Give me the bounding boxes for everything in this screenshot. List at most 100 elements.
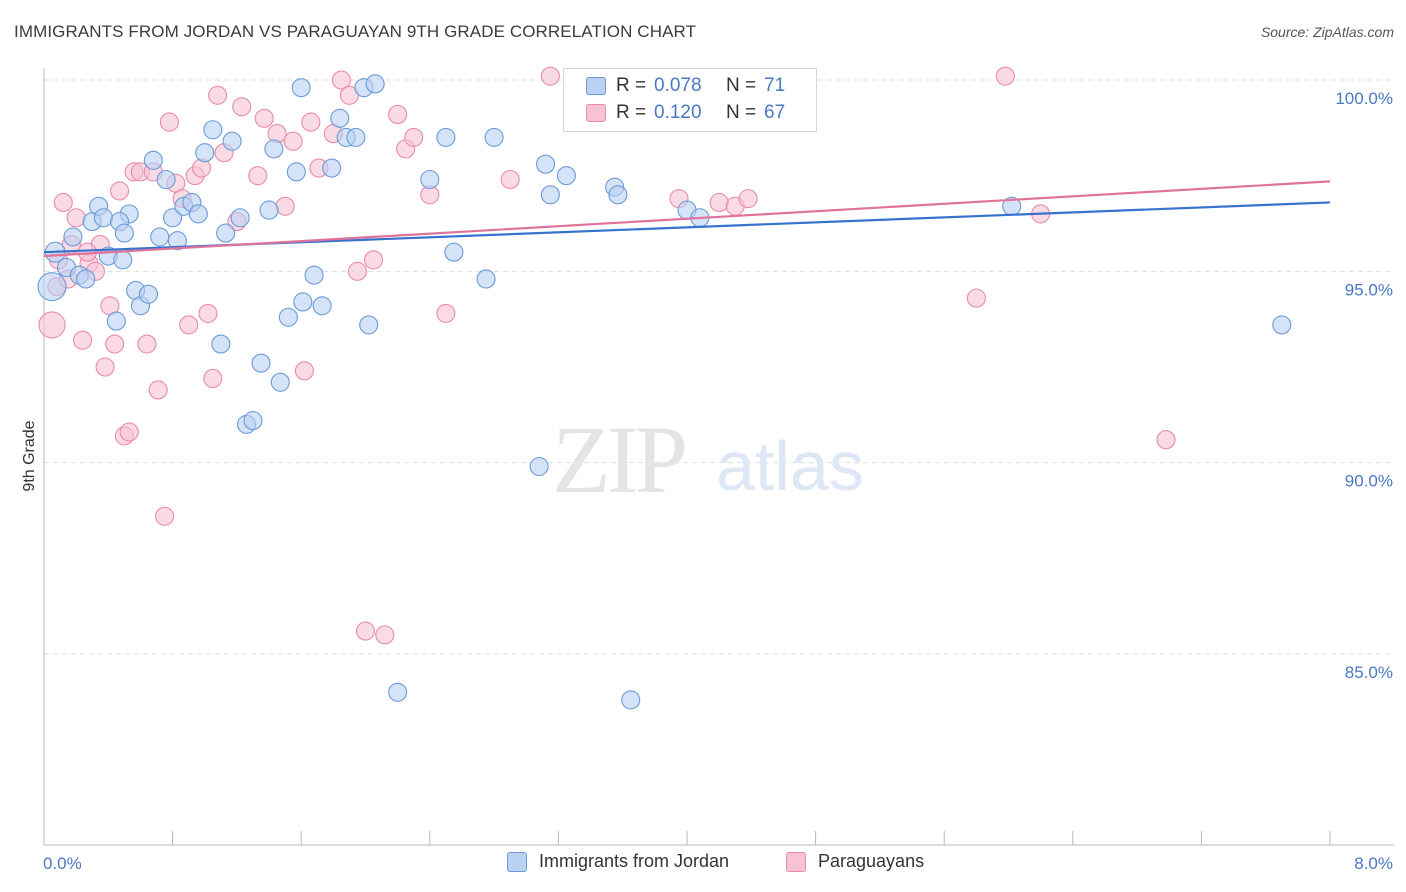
jordan-point	[114, 223, 134, 243]
legend-r-label: R =	[616, 102, 647, 123]
paraguayan-point	[137, 334, 157, 354]
axis-layer	[43, 68, 1394, 846]
y-tick-label: 95.0%	[1345, 280, 1393, 299]
jordan-point	[222, 131, 242, 151]
paraguayan-point	[275, 196, 295, 216]
jordan-point	[63, 227, 83, 247]
jordan-point	[264, 139, 284, 159]
paraguayan-point	[254, 108, 274, 128]
y-tick-label: 85.0%	[1345, 663, 1393, 682]
paraguayan-point	[500, 169, 520, 190]
jordan-point	[346, 127, 366, 147]
jordan-point	[243, 411, 263, 431]
legend-r-label: R =	[616, 75, 647, 96]
jordan-point	[163, 208, 183, 228]
legend-r-value: 0.078	[654, 75, 702, 96]
trend-line-paraguayans	[43, 180, 1331, 258]
paraguayan-point	[436, 303, 456, 323]
legend-item-paraguayans[interactable]: Paraguayans	[786, 851, 924, 872]
jordan-point	[216, 223, 236, 243]
paraguayan-point	[119, 422, 139, 442]
jordan-point	[444, 242, 464, 262]
jordan-point	[230, 208, 250, 228]
jordan-point	[188, 204, 208, 224]
correlation-legend: R = 0.078 N = 71 R = 0.120 N = 67	[563, 68, 817, 132]
chart-source: Source: ZipAtlas.com	[1260, 24, 1394, 40]
paraguayan-point	[294, 361, 314, 381]
paraguayan-point	[709, 192, 729, 213]
legend-r-value: 0.120	[654, 102, 702, 123]
jordan-point	[93, 208, 114, 228]
jordan-point	[76, 269, 96, 289]
paraguayan-point	[355, 621, 376, 641]
jordan-point	[259, 200, 279, 220]
jordan-point	[535, 154, 556, 174]
series-immigrants-from-jordan	[37, 70, 1292, 710]
tick-label-layer: 85.0% 90.0% 95.0% 100.0% 0.0% 8.0%	[43, 89, 1393, 873]
paraguayan-point	[404, 127, 424, 147]
legend-label-jordan: Immigrants from Jordan	[539, 851, 730, 871]
paraguayan-point	[540, 66, 560, 86]
jordan-point	[621, 690, 641, 710]
legend-row-jordan: R = 0.078 N = 71	[586, 73, 785, 99]
jordan-point	[167, 231, 187, 251]
legend-n-value: 67	[764, 102, 786, 123]
y-tick-label: 100.0%	[1335, 89, 1393, 108]
jordan-point	[278, 307, 298, 327]
grid-layer	[44, 79, 1394, 655]
jordan-point	[270, 372, 290, 392]
y-tick-label: 90.0%	[1345, 472, 1393, 491]
paraguayan-point	[995, 66, 1015, 86]
watermark-atlas: atlas	[716, 427, 864, 505]
legend-item-jordan[interactable]: Immigrants from Jordan	[507, 851, 729, 872]
paraguayan-point	[105, 334, 125, 354]
paraguayan-point	[375, 625, 395, 645]
jordan-point	[608, 185, 628, 205]
jordan-point	[286, 162, 306, 182]
paraguayan-point	[232, 97, 252, 117]
series-legend: Immigrants from Jordan Paraguayans	[0, 851, 1406, 877]
paraguayan-point	[347, 261, 368, 281]
jordan-point	[1272, 315, 1292, 335]
jordan-point	[484, 127, 504, 147]
y-axis-label: 9th Grade	[21, 420, 38, 491]
jordan-point	[291, 78, 311, 98]
paraguayan-point	[331, 70, 351, 90]
paraguayan-point	[66, 208, 86, 228]
jordan-point	[143, 150, 163, 170]
jordan-point	[322, 158, 342, 178]
jordan-point	[113, 250, 133, 270]
paraguayan-point	[301, 112, 321, 132]
legend-swatch-pink	[786, 851, 806, 872]
paraguayan-point	[159, 112, 179, 132]
paraguayan-point	[966, 288, 986, 308]
jordan-point	[37, 272, 67, 302]
watermark: ZIP atlas	[552, 406, 864, 513]
paraguayan-point	[248, 166, 268, 186]
jordan-point	[293, 292, 313, 312]
paraguayan-point	[38, 311, 66, 339]
jordan-point	[556, 166, 576, 186]
legend-n-label: N =	[726, 102, 757, 123]
legend-swatch-blue	[586, 77, 606, 95]
paraguayan-point	[155, 506, 175, 526]
paraguayan-point	[388, 104, 408, 124]
paraguayan-point	[363, 250, 384, 270]
jordan-point	[359, 315, 379, 335]
jordan-point	[365, 74, 385, 94]
jordan-point	[150, 227, 170, 247]
paraguayan-point	[283, 131, 303, 151]
x-tick-label: 8.0%	[1354, 854, 1393, 873]
paraguayan-point	[53, 192, 73, 213]
paraguayan-point	[198, 303, 218, 323]
legend-swatch-blue	[507, 851, 527, 872]
legend-row-paraguayans: R = 0.120 N = 67	[586, 100, 785, 126]
paraguayan-point	[1156, 430, 1176, 450]
jordan-point	[203, 120, 223, 140]
jordan-point	[330, 108, 350, 128]
x-tick-label: 0.0%	[43, 854, 82, 873]
jordan-point	[540, 185, 560, 205]
paraguayan-point	[738, 189, 758, 209]
jordan-point	[156, 169, 176, 190]
